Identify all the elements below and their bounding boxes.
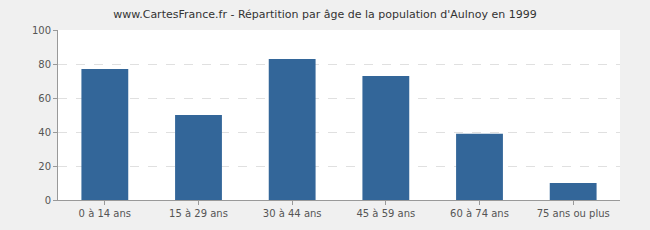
svg-text:15 à 29 ans: 15 à 29 ans — [169, 208, 228, 219]
svg-text:www.CartesFrance.fr - Répartit: www.CartesFrance.fr - Répartition par âg… — [113, 8, 537, 21]
svg-text:0 à 14 ans: 0 à 14 ans — [79, 208, 131, 219]
svg-text:0: 0 — [45, 195, 51, 206]
svg-text:60 à 74 ans: 60 à 74 ans — [450, 208, 509, 219]
svg-text:30 à 44 ans: 30 à 44 ans — [263, 208, 322, 219]
svg-text:60: 60 — [38, 93, 51, 104]
svg-text:75 ans ou plus: 75 ans ou plus — [537, 208, 610, 219]
svg-text:40: 40 — [38, 127, 51, 138]
svg-text:20: 20 — [38, 161, 51, 172]
svg-text:45 à 59 ans: 45 à 59 ans — [356, 208, 415, 219]
svg-text:80: 80 — [38, 59, 51, 70]
svg-text:100: 100 — [32, 25, 51, 36]
